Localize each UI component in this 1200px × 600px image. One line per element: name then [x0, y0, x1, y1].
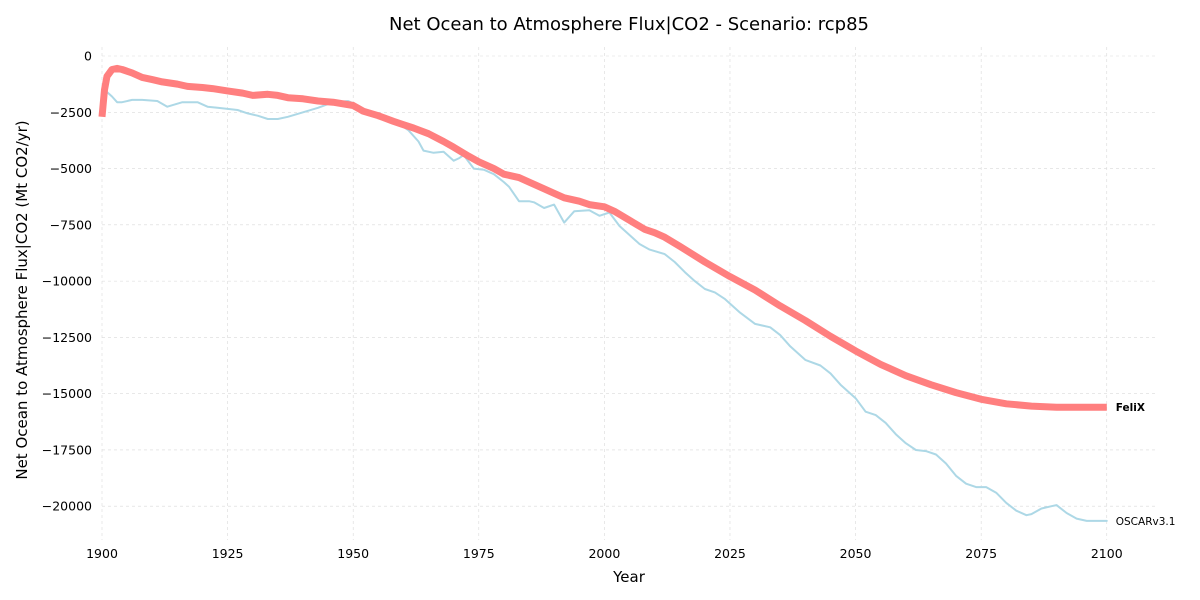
x-tick-label: 2000: [588, 546, 620, 561]
x-axis-ticks: 1900 1925 1950 1975 2000 2025 2050 2075 2100: [86, 546, 1123, 561]
y-tick-label: 0: [84, 49, 92, 64]
y-axis-ticks: 0 −2500 −5000 −7500 −10000 −12500 −15000 −17500…: [42, 49, 92, 514]
y-tick-label: −12500: [42, 330, 92, 345]
y-axis-label: Net Ocean to Atmosphere Flux|CO2 (Mt CO2…: [13, 120, 31, 479]
x-tick-label: 2025: [714, 546, 746, 561]
x-tick-label: 2050: [840, 546, 872, 561]
series-lines: [98, 64, 1108, 522]
x-tick-label: 1900: [86, 546, 118, 561]
y-tick-label: −17500: [42, 442, 92, 457]
y-tick-label: −20000: [42, 499, 92, 514]
series-labels: OSCARv3.1 FeliX: [1116, 402, 1176, 528]
y-tick-label: −7500: [50, 217, 92, 232]
x-tick-label: 2075: [965, 546, 997, 561]
x-tick-label: 1975: [463, 546, 495, 561]
series-label-oscarv3-1: OSCARv3.1: [1116, 516, 1176, 528]
y-tick-label: −2500: [50, 105, 92, 120]
series-line-oscarv3-1: [101, 88, 1108, 522]
chart-title: Net Ocean to Atmosphere Flux|CO2 - Scena…: [389, 14, 869, 35]
grid: [101, 47, 1157, 540]
x-tick-label: 1925: [212, 546, 244, 561]
y-tick-label: −15000: [42, 386, 92, 401]
x-axis-label: Year: [612, 568, 646, 586]
series-line-felix: [98, 64, 1107, 411]
y-tick-label: −5000: [50, 161, 92, 176]
y-tick-label: −10000: [42, 274, 92, 289]
x-tick-label: 1950: [337, 546, 369, 561]
x-tick-label: 2100: [1091, 546, 1123, 561]
series-label-felix: FeliX: [1116, 402, 1145, 414]
